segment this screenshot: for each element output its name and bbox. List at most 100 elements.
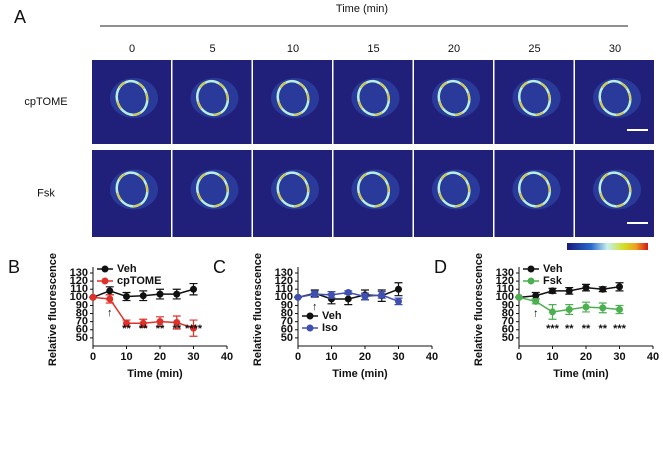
x-tick-label: 0 (516, 351, 522, 363)
legend-label: cpTOME (117, 275, 161, 287)
x-axis-label: Time (min) (332, 368, 388, 380)
y-tick-label: 50 (76, 332, 88, 344)
point (395, 285, 402, 293)
significance: ** (598, 323, 607, 335)
point (565, 306, 573, 313)
x-tick-label: 40 (426, 351, 438, 363)
time-label: 25 (528, 43, 540, 55)
point (328, 291, 335, 299)
time-title: Time (min) (336, 3, 388, 15)
point (378, 291, 386, 299)
point (106, 287, 114, 295)
row-label: Fsk (37, 187, 55, 199)
x-tick-label: 20 (154, 351, 166, 363)
y-axis-label: Relative fluorescence (473, 253, 485, 366)
point (123, 319, 130, 327)
x-tick-label: 10 (546, 351, 558, 363)
point (549, 287, 556, 295)
legend-marker (306, 324, 314, 332)
x-tick-label: 0 (90, 351, 96, 363)
y-tick-label: 110 (496, 283, 514, 295)
y-tick-label: 100 (275, 291, 293, 303)
cell-ring-hot (438, 171, 470, 208)
point (582, 303, 590, 311)
y-tick-label: 120 (275, 275, 293, 287)
y-tick-label: 80 (281, 307, 293, 319)
legend-marker (527, 277, 535, 285)
y-tick-label: 100 (70, 291, 88, 303)
y-tick-label: 120 (496, 275, 514, 287)
x-tick-label: 30 (187, 351, 199, 363)
significance: *** (546, 323, 560, 335)
panel-label: D (434, 257, 447, 277)
x-tick-label: 20 (359, 351, 371, 363)
x-tick-label: 40 (221, 351, 233, 363)
y-tick-label: 130 (275, 267, 293, 279)
y-tick-label: 60 (502, 324, 514, 336)
cell-ring-hot (116, 171, 148, 208)
time-label: 20 (448, 43, 460, 55)
cell-ring-hot (116, 80, 148, 116)
significance: **** (185, 323, 203, 335)
y-tick-label: 50 (502, 332, 514, 344)
y-tick-label: 120 (70, 275, 88, 287)
legend-label: Veh (322, 310, 342, 322)
point (599, 304, 607, 312)
time-label: 15 (367, 43, 379, 55)
y-axis-label: Relative fluorescence (252, 253, 264, 366)
point (599, 285, 607, 293)
time-label: 10 (287, 43, 299, 55)
significance: ** (156, 323, 165, 335)
y-tick-label: 90 (281, 299, 293, 311)
legend-label: Veh (117, 263, 137, 275)
y-tick-label: 80 (76, 307, 88, 319)
y-tick-label: 70 (502, 316, 514, 328)
point (106, 295, 114, 303)
y-axis-label: Relative fluorescence (47, 253, 59, 366)
point (123, 293, 130, 301)
cell-ring-hot (277, 80, 309, 116)
y-tick-label: 90 (502, 299, 514, 311)
point (361, 293, 369, 301)
significance: ** (582, 323, 591, 335)
point (344, 295, 352, 303)
legend-label: Veh (543, 263, 563, 275)
point (89, 293, 97, 301)
cell-ring-hot (599, 171, 631, 208)
point (582, 284, 590, 292)
image-grid (92, 60, 654, 237)
y-tick-label: 70 (281, 316, 293, 328)
panel-label: C (213, 257, 226, 277)
significance: ** (139, 323, 148, 335)
point (173, 318, 181, 326)
time-label: 0 (129, 43, 135, 55)
point (515, 293, 523, 301)
point (294, 293, 302, 301)
point (344, 288, 352, 296)
cell-ring-hot (518, 171, 551, 208)
x-axis-label: Time (min) (127, 368, 183, 380)
cell-ring-hot (357, 80, 390, 116)
row-label: cpTOME (24, 96, 67, 108)
legend-marker (101, 265, 109, 273)
x-tick-label: 10 (120, 351, 132, 363)
time-label: 30 (609, 43, 621, 55)
panel-label: B (8, 257, 20, 277)
point (173, 290, 181, 298)
point (549, 308, 556, 316)
point (156, 290, 164, 298)
point (190, 324, 197, 332)
legend-marker (527, 265, 535, 273)
x-tick-label: 20 (580, 351, 592, 363)
x-axis-label: Time (min) (553, 368, 609, 380)
point (139, 319, 147, 327)
significance: ** (172, 323, 181, 335)
arrow-annotation: ↑ (533, 308, 539, 320)
x-tick-label: 40 (647, 351, 659, 363)
point (532, 292, 540, 300)
point (311, 290, 319, 298)
point (139, 292, 147, 300)
y-tick-label: 110 (275, 283, 293, 295)
cell-ring-hot (518, 80, 551, 116)
